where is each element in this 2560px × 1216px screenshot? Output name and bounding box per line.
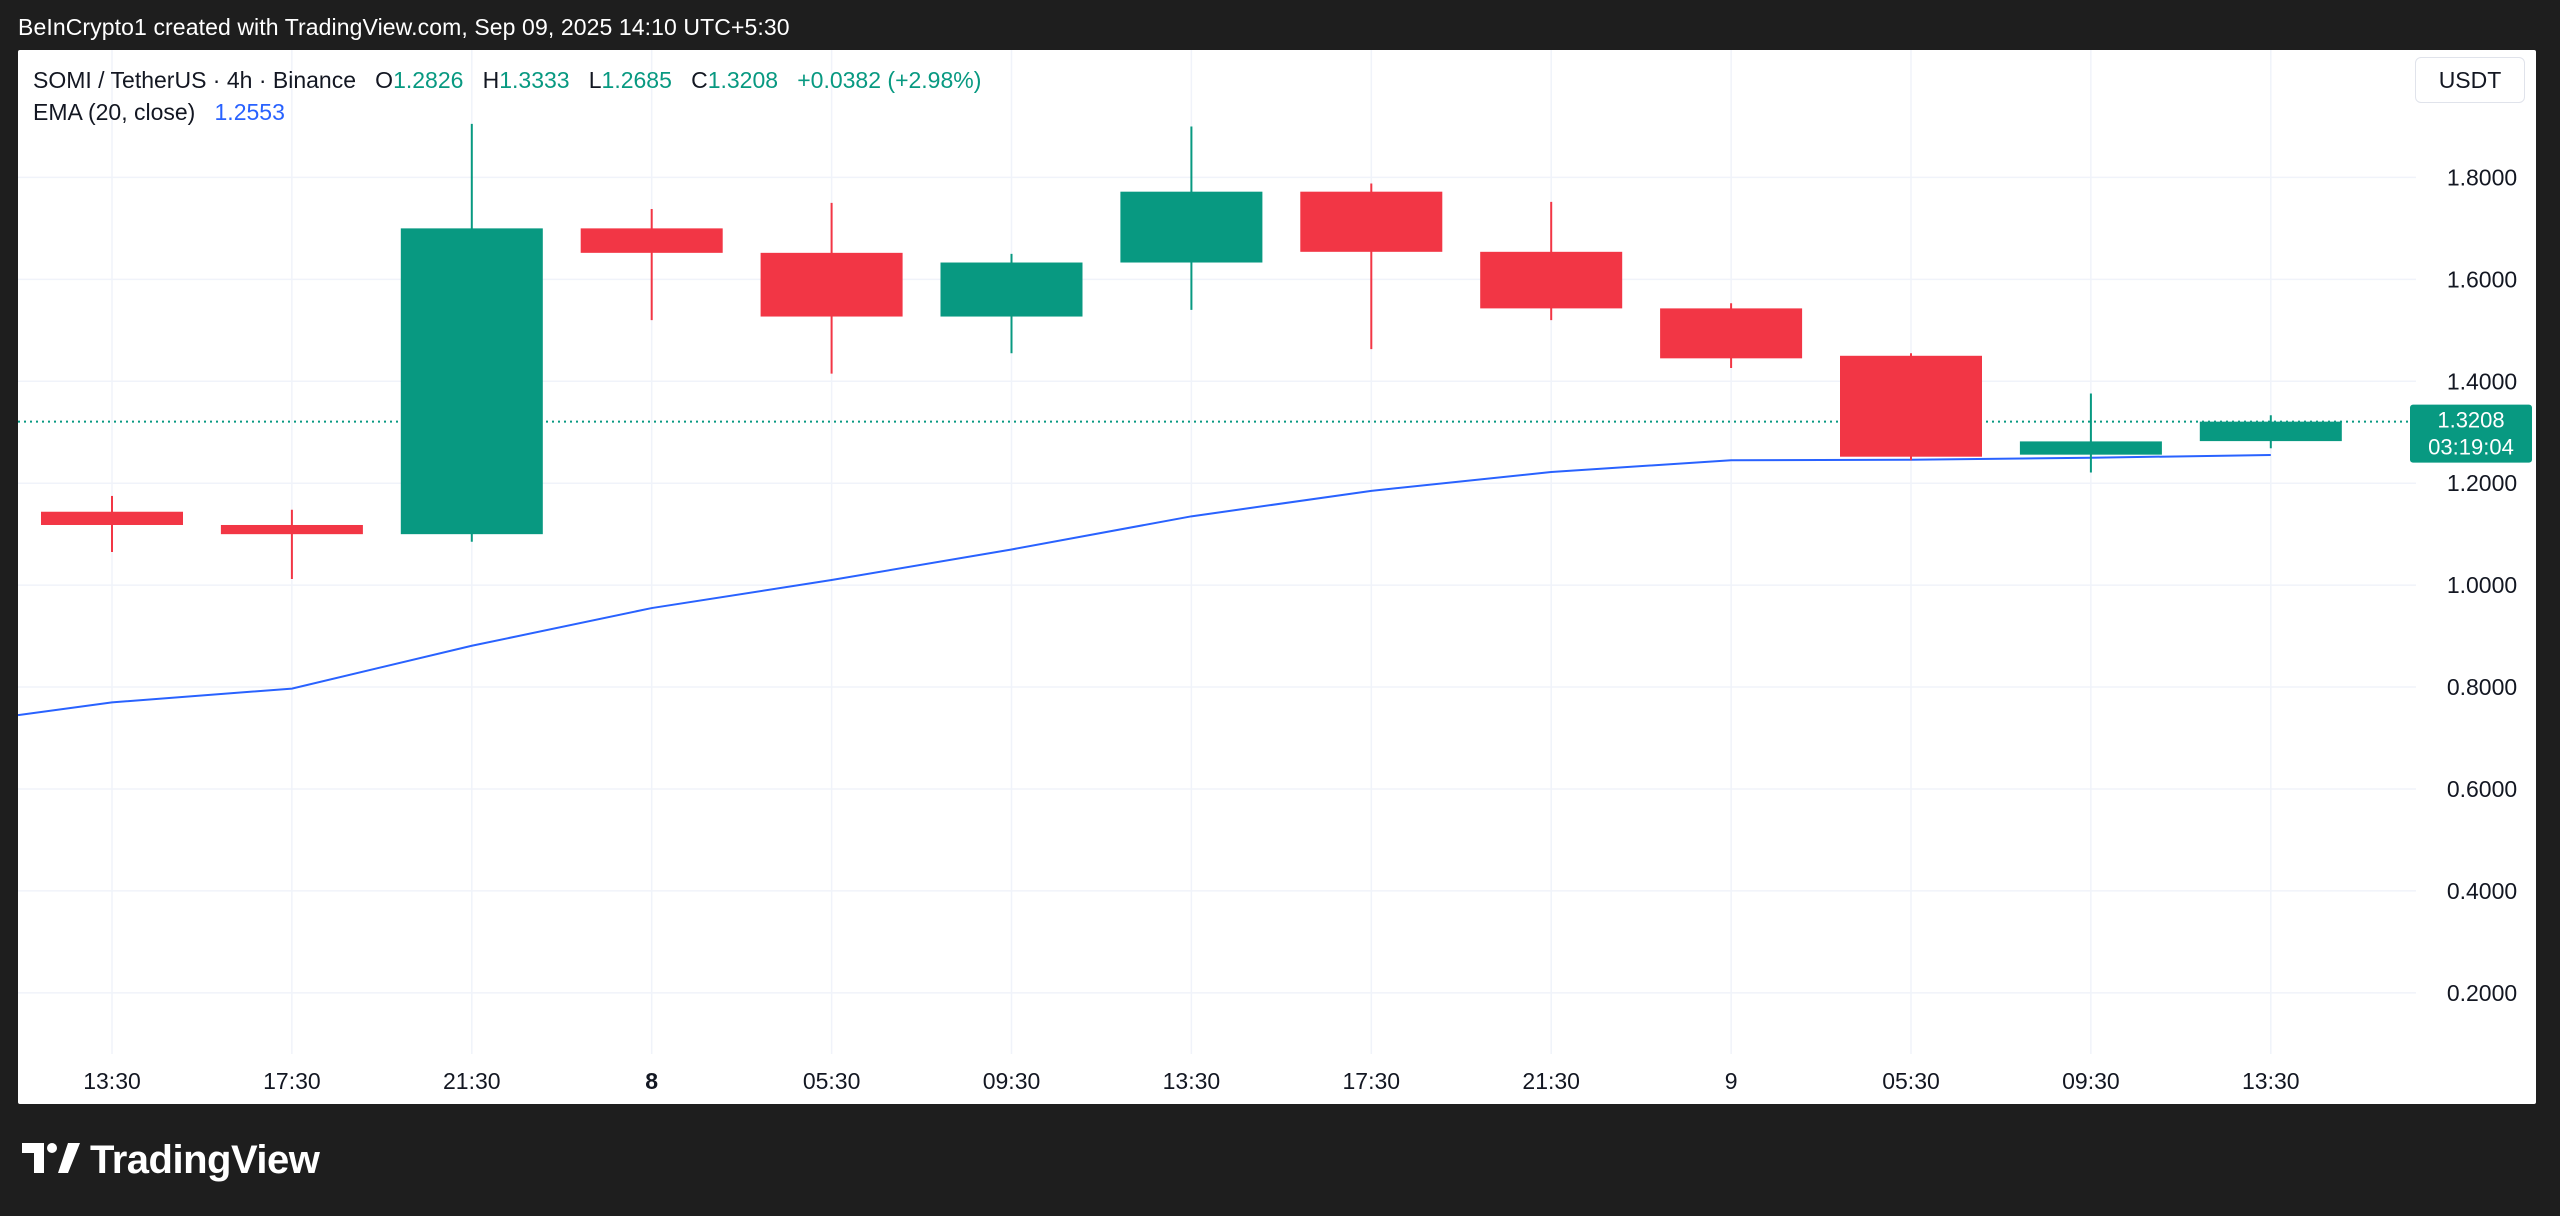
x-tick-label: 9 (1725, 1068, 1738, 1094)
candle-body (1300, 191, 1443, 252)
candle-body (400, 228, 543, 535)
y-tick-label: 1.2000 (2447, 470, 2517, 496)
candle-body (1120, 191, 1263, 263)
candles (41, 123, 2342, 580)
y-tick-label: 0.2000 (2447, 980, 2517, 1006)
tradingview-logo-icon (22, 1142, 80, 1178)
candle-body (220, 524, 363, 535)
low-label: L (588, 67, 602, 93)
ema-layer (18, 454, 2271, 717)
x-tick-label: 8 (645, 1068, 658, 1094)
close-value: 1.3208 (707, 67, 779, 93)
ema-line (18, 454, 2271, 717)
y-tick-label: 0.8000 (2447, 674, 2517, 700)
open-value: 1.2826 (393, 67, 464, 93)
candle-body (760, 252, 903, 317)
close-label: C (691, 67, 708, 93)
currency-button[interactable]: USDT (2415, 57, 2525, 103)
candle-down (580, 209, 723, 321)
x-tick-label: 21:30 (443, 1068, 501, 1094)
candle-down (1840, 353, 1982, 461)
x-tick-label: 05:30 (1882, 1068, 1940, 1094)
candlestick-chart[interactable]: 0.2000 0.4000 0.6000 0.8000 1.0000 1.2000 1.40… (18, 50, 2536, 1104)
candle-body (41, 511, 183, 525)
ohlc-legend-row: SOMI / TetherUS · 4h · Binance O1.2826 H… (33, 64, 981, 96)
candle-up (1120, 126, 1263, 310)
axes: 0.2000 0.4000 0.6000 0.8000 1.0000 1.2000 1.40… (83, 164, 2532, 1094)
x-tick-label: 21:30 (1522, 1068, 1580, 1094)
footer-logo[interactable]: TradingView (22, 1137, 320, 1182)
symbol-label[interactable]: SOMI / TetherUS · 4h · Binance (33, 67, 356, 93)
candle-down (41, 495, 183, 552)
candle-up (2199, 415, 2342, 449)
y-tick-label: 0.4000 (2447, 878, 2517, 904)
candle-body (2199, 421, 2342, 442)
candle-up (2019, 393, 2162, 473)
candle-down (1660, 303, 1803, 369)
y-tick-label: 1.8000 (2447, 164, 2517, 190)
x-tick-label: 05:30 (803, 1068, 861, 1094)
candle-down (1300, 183, 1443, 350)
chart-legend: SOMI / TetherUS · 4h · Binance O1.2826 H… (33, 64, 981, 128)
x-tick-label: 17:30 (263, 1068, 321, 1094)
last-price-tag-bg (2410, 404, 2532, 463)
candle-down (760, 202, 903, 374)
x-tick-label: 09:30 (983, 1068, 1041, 1094)
countdown-timer: 03:19:04 (2428, 435, 2514, 460)
last-price-value: 1.3208 (2437, 408, 2504, 433)
x-tick-label: 13:30 (83, 1068, 141, 1094)
candle-body (940, 262, 1083, 317)
candle-body (1840, 355, 1982, 457)
candle-body (580, 228, 723, 253)
candle-up (940, 253, 1083, 354)
ema-legend-row: EMA (20, close) 1.2553 (33, 96, 981, 128)
chart-panel[interactable]: 0.2000 0.4000 0.6000 0.8000 1.0000 1.2000 1.40… (18, 50, 2536, 1104)
x-tick-label: 17:30 (1343, 1068, 1401, 1094)
x-tick-label: 13:30 (1163, 1068, 1221, 1094)
ema-value: 1.2553 (214, 99, 285, 125)
candle-body (1660, 308, 1803, 359)
open-label: O (375, 67, 394, 93)
x-tick-label: 13:30 (2242, 1068, 2300, 1094)
footer-brand: TradingView (90, 1137, 320, 1182)
ema-label[interactable]: EMA (20, close) (33, 99, 196, 125)
candle-up (400, 123, 543, 542)
candle-down (1480, 201, 1623, 321)
change-value: +0.0382 (+2.98%) (797, 67, 982, 93)
y-tick-label: 1.0000 (2447, 572, 2517, 598)
y-tick-label: 1.4000 (2447, 368, 2517, 394)
y-tick-label: 1.6000 (2447, 266, 2517, 292)
y-tick-label: 0.6000 (2447, 776, 2517, 802)
candle-body (1480, 251, 1623, 309)
low-value: 1.2685 (601, 67, 672, 93)
x-tick-label: 09:30 (2062, 1068, 2120, 1094)
candle-down (220, 509, 363, 580)
candle-body (2019, 441, 2162, 455)
high-value: 1.3333 (499, 67, 570, 93)
high-label: H (482, 67, 500, 93)
chart-caption: BeInCrypto1 created with TradingView.com… (18, 14, 790, 40)
